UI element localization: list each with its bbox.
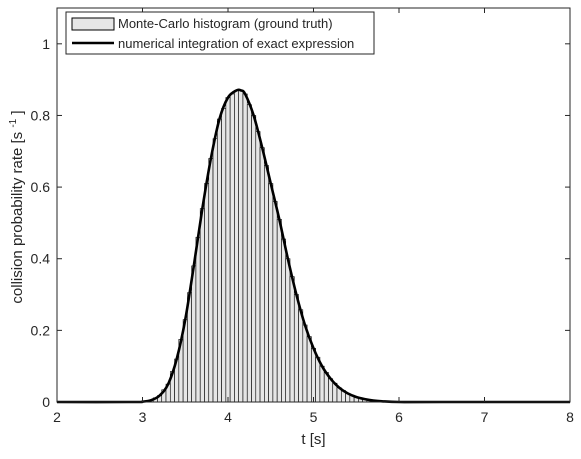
histogram-bar-29 bbox=[264, 166, 268, 402]
y-tick-label-0.4: 0.4 bbox=[31, 251, 51, 267]
histogram-bar-31 bbox=[273, 201, 277, 402]
histogram-bar-15 bbox=[204, 184, 208, 402]
x-tick-label-4: 4 bbox=[224, 409, 232, 425]
y-axis-label-close: ] bbox=[9, 110, 26, 114]
histogram-bar-30 bbox=[269, 184, 273, 402]
x-tick-label-7: 7 bbox=[481, 409, 489, 425]
x-tick-label-3: 3 bbox=[139, 409, 147, 425]
legend-histogram-swatch bbox=[72, 18, 114, 30]
histogram-bar-12 bbox=[192, 266, 196, 402]
histogram-bar-24 bbox=[243, 94, 247, 402]
histogram-bar-42 bbox=[320, 366, 324, 402]
histogram-bar-25 bbox=[247, 105, 251, 402]
y-axis-label-main: collision probability rate [s bbox=[9, 132, 26, 304]
legend-label-histogram: Monte-Carlo histogram (ground truth) bbox=[118, 16, 333, 31]
histogram-bar-27 bbox=[256, 132, 260, 402]
y-axis-label: collision probability rate [s -1 ] bbox=[3, 110, 26, 303]
histogram-bar-37 bbox=[299, 310, 303, 402]
histogram-bar-13 bbox=[196, 237, 200, 402]
histogram-bar-19 bbox=[222, 108, 226, 402]
histogram-bar-41 bbox=[316, 357, 320, 402]
histogram-bar-35 bbox=[290, 277, 294, 402]
histogram-bar-39 bbox=[307, 337, 311, 402]
legend: Monte-Carlo histogram (ground truth) num… bbox=[66, 12, 374, 54]
histogram-bar-40 bbox=[311, 348, 315, 402]
histogram-bar-32 bbox=[277, 219, 281, 402]
x-tick-label-8: 8 bbox=[566, 409, 574, 425]
x-tick-label-2: 2 bbox=[53, 409, 61, 425]
histogram-bar-38 bbox=[303, 325, 307, 402]
x-tick-label-6: 6 bbox=[395, 409, 403, 425]
histogram-bar-34 bbox=[286, 259, 290, 402]
plot-area bbox=[57, 8, 570, 402]
histogram-bar-20 bbox=[226, 98, 230, 402]
histogram-bar-21 bbox=[230, 94, 234, 402]
y-tick-label-0: 0 bbox=[42, 394, 50, 410]
y-axis-label-superscript: -1 bbox=[8, 118, 19, 127]
histogram-bar-23 bbox=[239, 90, 243, 402]
histogram-bar-26 bbox=[252, 115, 256, 402]
histogram-bar-16 bbox=[209, 158, 213, 402]
histogram-bar-28 bbox=[260, 148, 264, 402]
histogram-bar-22 bbox=[234, 90, 238, 402]
y-tick-label-0.2: 0.2 bbox=[31, 322, 51, 338]
histogram-bar-18 bbox=[217, 119, 221, 402]
x-axis-label: t [s] bbox=[301, 431, 325, 448]
histogram-bar-17 bbox=[213, 139, 217, 402]
y-tick-label-1: 1 bbox=[42, 36, 50, 52]
x-tick-label-5: 5 bbox=[310, 409, 318, 425]
y-tick-label-0.6: 0.6 bbox=[31, 179, 51, 195]
histogram-bar-14 bbox=[200, 209, 204, 402]
y-tick-label-0.8: 0.8 bbox=[31, 107, 51, 123]
legend-label-exact-line: numerical integration of exact expressio… bbox=[118, 36, 354, 51]
histogram-bar-36 bbox=[294, 295, 298, 402]
histogram-bar-33 bbox=[281, 239, 285, 402]
